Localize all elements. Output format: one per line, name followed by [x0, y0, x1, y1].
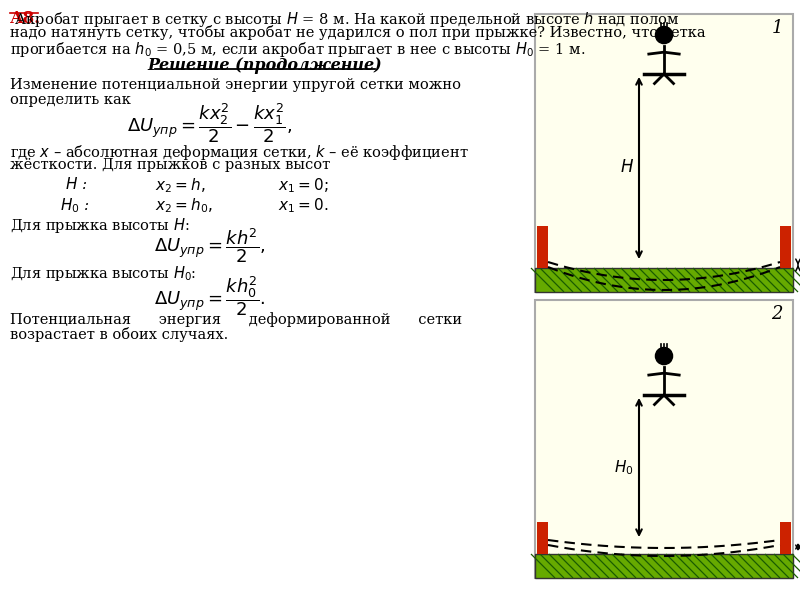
Text: $H$ :: $H$ :: [65, 176, 87, 192]
Text: Потенциальная      энергия      деформированной      сетки: Потенциальная энергия деформированной се…: [10, 312, 462, 327]
Text: $H$: $H$: [620, 160, 634, 176]
Text: Для прыжка высоты $H$:: Для прыжка высоты $H$:: [10, 216, 190, 235]
Text: $H_0$ :: $H_0$ :: [60, 196, 90, 215]
Text: 1: 1: [771, 19, 783, 37]
Text: прогибается на $h_0$ = 0,5 м, если акробат прыгает в нее с высоты $H_0$ = 1 м.: прогибается на $h_0$ = 0,5 м, если акроб…: [10, 40, 586, 59]
Text: надо натянуть сетку, чтобы акробат не ударился о пол при прыжке? Известно, что с: надо натянуть сетку, чтобы акробат не уд…: [10, 25, 706, 40]
Text: 2: 2: [771, 305, 783, 323]
Circle shape: [655, 347, 673, 365]
Bar: [535, 554, 793, 578]
Text: Решение (продолжение): Решение (продолжение): [148, 57, 382, 74]
Bar: [537, 522, 548, 554]
Text: $x_2 = h,$: $x_2 = h,$: [155, 176, 206, 194]
Bar: [535, 268, 793, 292]
Text: $x_1 = 0.$: $x_1 = 0.$: [278, 196, 328, 215]
Text: $\Delta U_{\mathit{упр}} = \dfrac{kh^2}{2},$: $\Delta U_{\mathit{упр}} = \dfrac{kh^2}{…: [154, 226, 266, 265]
Bar: [535, 14, 793, 292]
Text: жёсткости. Для прыжков с разных высот: жёсткости. Для прыжков с разных высот: [10, 158, 330, 172]
Text: Акробат прыгает в сетку с высоты $H$ = 8 м. На какой предельной высоте $h$ над п: Акробат прыгает в сетку с высоты $H$ = 8…: [10, 10, 679, 29]
Text: определить как: определить как: [10, 93, 131, 107]
Bar: [535, 300, 793, 578]
Text: $x_2 = h_0,$: $x_2 = h_0,$: [155, 196, 213, 215]
Text: Для прыжка высоты $H_0$:: Для прыжка высоты $H_0$:: [10, 264, 196, 283]
Circle shape: [655, 26, 673, 44]
Text: Изменение потенциальной энергии упругой сетки можно: Изменение потенциальной энергии упругой …: [10, 78, 461, 92]
Text: $\Delta U_{\mathit{упр}} = \dfrac{kh_0^2}{2}.$: $\Delta U_{\mathit{упр}} = \dfrac{kh_0^2…: [154, 274, 266, 318]
Bar: [537, 226, 548, 268]
Text: А8.: А8.: [10, 10, 41, 27]
Text: где $x$ – абсолютная деформация сетки, $k$ – её коэффициент: где $x$ – абсолютная деформация сетки, $…: [10, 143, 469, 162]
Bar: [780, 522, 791, 554]
Bar: [780, 226, 791, 268]
Text: $H_0$: $H_0$: [614, 458, 634, 477]
Text: возрастает в обоих случаях.: возрастает в обоих случаях.: [10, 327, 228, 342]
Text: $x_1 = 0;$: $x_1 = 0;$: [278, 176, 329, 194]
Text: $\Delta U_{\mathit{упр}} = \dfrac{kx_2^2}{2} - \dfrac{kx_1^2}{2},$: $\Delta U_{\mathit{упр}} = \dfrac{kx_2^2…: [127, 101, 293, 145]
